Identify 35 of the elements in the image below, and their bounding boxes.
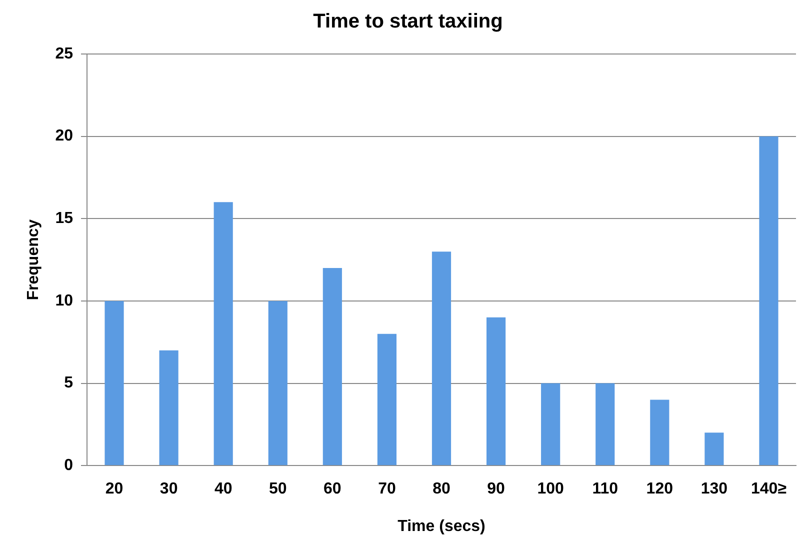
bar — [104, 300, 124, 466]
x-axis-title: Time (secs) — [398, 518, 486, 535]
y-tick-label: 20 — [55, 128, 74, 145]
bar — [704, 432, 724, 466]
x-tick-label: 30 — [160, 480, 178, 498]
bar — [159, 350, 178, 466]
x-tick-label: 110 — [592, 480, 618, 498]
y-tick-label: 0 — [64, 457, 74, 474]
bar — [541, 383, 560, 466]
x-tick-label: 60 — [324, 480, 342, 498]
x-tick-label: 20 — [105, 480, 124, 498]
y-tick-label: 10 — [55, 292, 74, 310]
bar — [322, 268, 342, 466]
bar — [377, 334, 397, 466]
bar — [596, 383, 615, 466]
bar — [759, 136, 778, 466]
bar — [268, 300, 288, 466]
x-tick-label: 70 — [378, 480, 396, 498]
bar — [214, 202, 233, 466]
x-tick-label: 100 — [537, 480, 564, 498]
x-tick-label: 40 — [214, 480, 232, 498]
x-tick-label: 120 — [646, 480, 674, 498]
y-tick-label: 15 — [55, 210, 74, 228]
y-tick-label: 25 — [55, 45, 74, 62]
y-tick-label: 5 — [64, 374, 74, 392]
chart-title: Time to start taxiing — [313, 10, 503, 33]
x-tick-label: 130 — [700, 480, 728, 498]
x-tick-label: 90 — [487, 480, 506, 498]
x-tick-label: 140≥ — [750, 480, 787, 498]
x-tick-label: 50 — [268, 480, 287, 498]
bar — [432, 252, 452, 466]
bar — [486, 317, 506, 466]
bar — [650, 400, 670, 466]
x-tick-label: 80 — [432, 480, 450, 498]
y-axis-title: Frequency — [25, 219, 42, 300]
